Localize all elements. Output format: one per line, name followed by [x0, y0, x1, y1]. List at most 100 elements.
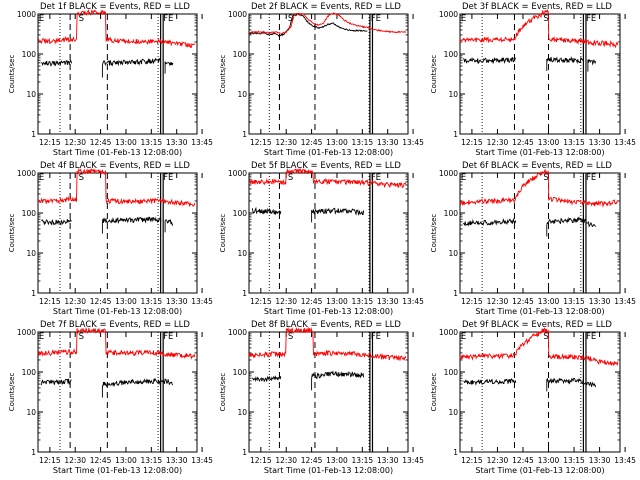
y-tick-label: 1 — [242, 448, 247, 457]
panel-det-3f: Det 3f BLACK = Events, RED = LLD 1 10 100 10… — [430, 2, 636, 157]
y-tick-label: 1000 — [228, 169, 247, 178]
x-tick-label: 13:30 — [166, 297, 188, 306]
x-tick-label: 12:30 — [487, 456, 509, 465]
marker-label-s: S — [79, 332, 84, 342]
x-tick-label: 13:30 — [166, 138, 188, 147]
plot-frame — [459, 331, 621, 453]
marker-label-e: E — [461, 14, 466, 24]
x-tick-label: 13:00 — [115, 138, 137, 147]
x-tick-label: 13:15 — [352, 297, 374, 306]
x-axis-label: Start Time (01-Feb-13 12:08:00) — [53, 148, 182, 157]
x-tick-label: 13:45 — [614, 297, 636, 306]
plot-frame — [248, 13, 409, 135]
marker-label-e: E — [461, 173, 466, 183]
x-tick-label: 13:45 — [402, 456, 424, 465]
series-line-lld — [459, 168, 619, 208]
y-tick-label: 10 — [26, 90, 36, 99]
x-tick-label: 12:45 — [90, 456, 112, 465]
x-tick-label: 13:15 — [141, 297, 163, 306]
marker-label-e: E — [39, 14, 44, 24]
panel-det-8f: Det 8f BLACK = Events, RED = LLD 1 10 100 10… — [219, 320, 424, 475]
series-line-events — [463, 217, 517, 227]
x-tick-label: 12:45 — [90, 297, 112, 306]
panel-title: Det 5f BLACK = Events, RED = LLD — [251, 161, 401, 171]
y-tick-label: 10 — [237, 90, 247, 99]
series-line-events — [248, 12, 368, 38]
x-tick-label: 12:15 — [461, 138, 483, 147]
x-tick-label: 13:30 — [166, 456, 188, 465]
x-tick-label: 12:30 — [64, 456, 86, 465]
x-tick-label: 13:15 — [563, 456, 585, 465]
series-line-events — [252, 374, 282, 383]
y-tick-label: 100 — [22, 368, 37, 377]
x-axis-label: Start Time (01-Feb-13 12:08:00) — [264, 148, 393, 157]
series-line-events — [546, 377, 597, 388]
y-tick-label: 100 — [233, 368, 248, 377]
x-tick-label: 12:45 — [301, 456, 323, 465]
x-axis-label: Start Time (01-Feb-13 12:08:00) — [475, 466, 604, 475]
y-axis-label: Counts/sec — [8, 55, 16, 94]
series-line-events — [164, 61, 174, 67]
y-tick-label: 100 — [444, 368, 459, 377]
series-line-events — [101, 57, 162, 67]
y-tick-label: 1 — [31, 448, 36, 457]
y-axis-label: Counts/sec — [219, 214, 227, 253]
panel-title: Det 3f BLACK = Events, RED = LLD — [462, 2, 612, 12]
x-tick-label: 12:30 — [487, 297, 509, 306]
y-tick-label: 1 — [453, 448, 458, 457]
plot-frame — [37, 331, 198, 453]
marker-label-e: E — [39, 332, 44, 342]
x-tick-label: 13:15 — [352, 456, 374, 465]
panel-det-9f: Det 9f BLACK = Events, RED = LLD 1 10 100 10… — [430, 320, 636, 475]
y-tick-label: 100 — [444, 209, 459, 218]
x-tick-label: 12:45 — [512, 297, 534, 306]
panel-det-5f: Det 5f BLACK = Events, RED = LLD 1 10 100 10… — [219, 161, 424, 316]
series-line-events — [40, 378, 72, 386]
x-tick-label: 13:45 — [614, 138, 636, 147]
x-axis-label: Start Time (01-Feb-13 12:08:00) — [53, 466, 182, 475]
y-axis-label: Counts/sec — [8, 214, 16, 253]
series-line-events — [251, 206, 282, 215]
x-tick-label: 13:15 — [141, 456, 163, 465]
y-axis-label: Counts/sec — [8, 373, 16, 412]
x-tick-label: 12:15 — [250, 456, 272, 465]
series-line-events — [463, 378, 517, 386]
y-tick-label: 1 — [242, 289, 247, 298]
x-axis-label: Start Time (01-Feb-13 12:08:00) — [264, 466, 393, 475]
x-tick-label: 12:30 — [275, 456, 297, 465]
x-tick-label: 13:30 — [377, 297, 399, 306]
marker-label-s: S — [79, 173, 84, 183]
x-tick-label: 12:30 — [64, 297, 86, 306]
x-tick-label: 12:30 — [487, 138, 509, 147]
series-line-events — [41, 59, 73, 67]
x-tick-label: 12:15 — [461, 297, 483, 306]
panel-det-7f: Det 7f BLACK = Events, RED = LLD 1 10 100 10… — [8, 320, 213, 475]
x-tick-label: 13:00 — [115, 297, 137, 306]
x-tick-label: 12:45 — [301, 138, 323, 147]
x-tick-label: 13:45 — [402, 297, 424, 306]
y-tick-label: 1 — [453, 289, 458, 298]
panel-det-6f: Det 6f BLACK = Events, RED = LLD 1 10 100 10… — [430, 161, 636, 316]
x-tick-label: 13:30 — [589, 297, 611, 306]
x-tick-label: 12:30 — [275, 138, 297, 147]
y-tick-label: 1000 — [228, 328, 247, 337]
x-tick-label: 13:30 — [589, 456, 611, 465]
panel-title: Det 2f BLACK = Events, RED = LLD — [251, 2, 401, 12]
series-line-lld — [248, 12, 407, 35]
y-axis-label: Counts/sec — [219, 55, 227, 94]
y-tick-label: 1 — [31, 130, 36, 139]
x-tick-label: 13:00 — [115, 456, 137, 465]
x-tick-label: 12:15 — [250, 138, 272, 147]
marker-label-e: E — [39, 173, 44, 183]
x-tick-label: 12:15 — [250, 297, 272, 306]
marker-label-s: S — [288, 332, 293, 342]
plot-frame — [459, 13, 621, 135]
x-tick-label: 12:45 — [512, 456, 534, 465]
x-tick-label: 13:15 — [563, 138, 585, 147]
x-tick-label: 13:45 — [402, 138, 424, 147]
x-tick-label: 12:45 — [90, 138, 112, 147]
y-tick-label: 1000 — [439, 10, 458, 19]
y-axis-label: Counts/sec — [430, 55, 438, 94]
y-tick-label: 100 — [22, 50, 37, 59]
